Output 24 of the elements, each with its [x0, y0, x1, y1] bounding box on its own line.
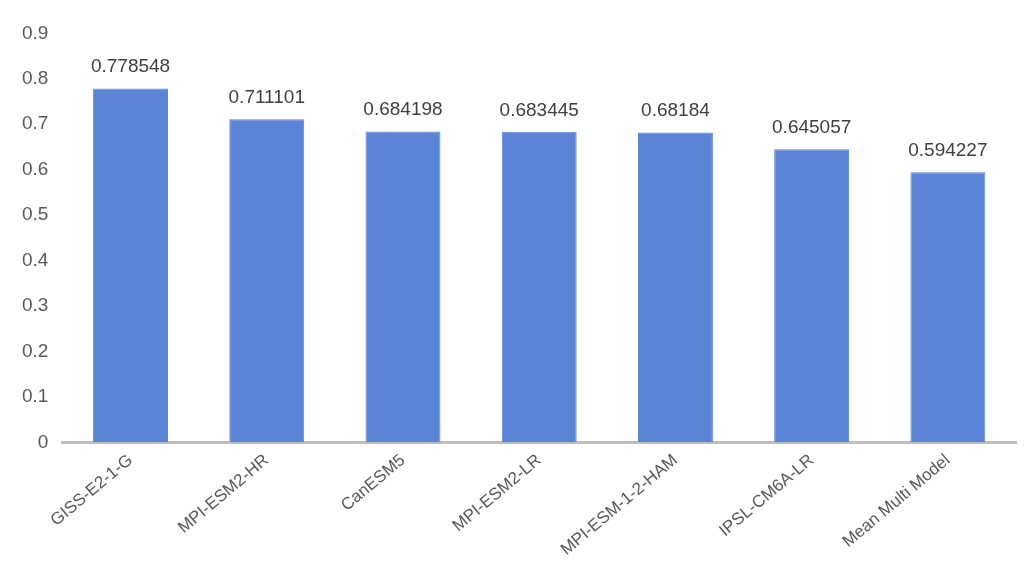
bar [774, 149, 850, 443]
y-tick-label: 0.7 [21, 112, 49, 134]
y-tick-label: 0.8 [21, 67, 49, 89]
y-tick-label: 0.4 [21, 248, 49, 270]
y-tick-label: 0.1 [21, 385, 49, 407]
data-label: 0.778548 [90, 55, 171, 77]
data-label: 0.68184 [641, 99, 711, 121]
y-tick-label: 0 [37, 430, 49, 452]
y-tick-label: 0.3 [21, 294, 49, 316]
bar [365, 131, 441, 443]
data-label: 0.645057 [772, 115, 852, 137]
bar [229, 119, 305, 443]
data-label: 0.594227 [908, 139, 988, 161]
y-tick-label: 0.6 [21, 157, 49, 179]
data-label: 0.711101 [228, 85, 305, 107]
bar [501, 131, 577, 443]
bar [910, 172, 986, 443]
y-tick-label: 0.5 [21, 203, 49, 225]
bar [637, 132, 713, 443]
y-tick-label: 0.2 [21, 339, 49, 361]
bar [93, 88, 168, 443]
y-tick-label: 0.9 [21, 21, 49, 43]
data-label: 0.684198 [363, 98, 443, 120]
data-label: 0.683445 [499, 98, 579, 120]
